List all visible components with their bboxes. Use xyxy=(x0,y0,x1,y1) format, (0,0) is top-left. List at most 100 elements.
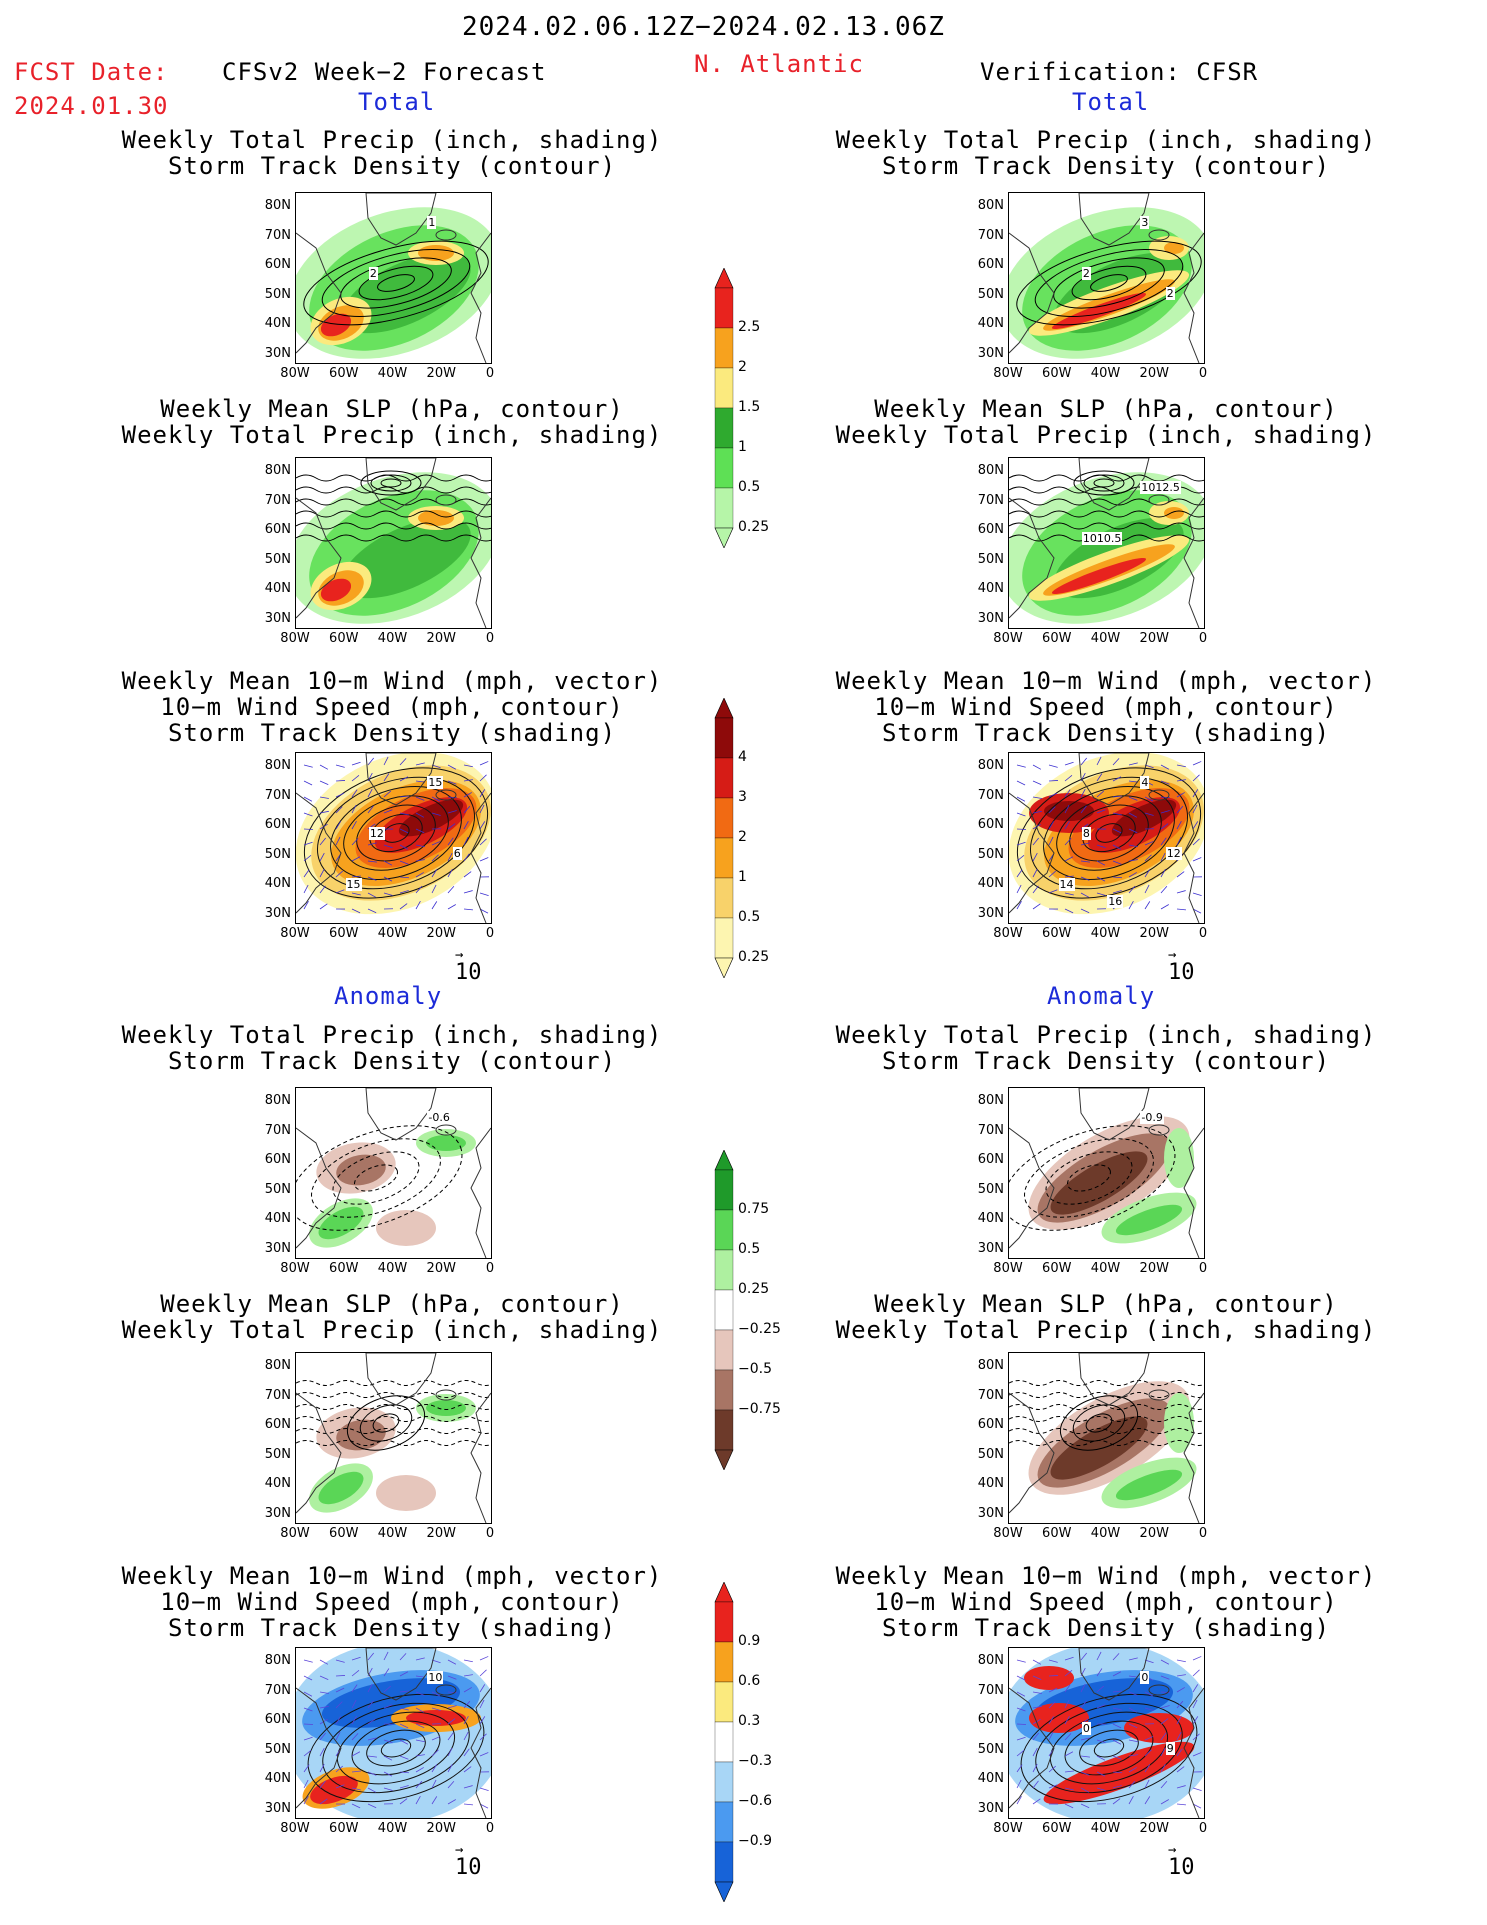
lon-tick-label: 0 xyxy=(1198,366,1208,381)
lon-tick-label: 40W xyxy=(377,631,408,646)
contour-label: 2 xyxy=(1081,266,1091,280)
lon-tick-label: 40W xyxy=(1090,1526,1121,1541)
lon-tick-label: 80W xyxy=(280,926,310,941)
fcst-date-label: FCST Date: xyxy=(14,58,169,86)
colorbar-label: 0.25 xyxy=(738,949,770,965)
lat-tick-label: 50N xyxy=(264,1741,291,1757)
colorbar-segment xyxy=(714,797,734,839)
lat-tick-label: 60N xyxy=(264,817,291,832)
lat-tick-label: 50N xyxy=(977,551,1004,567)
panel-title-line: Weekly Total Precip (inch, shading) xyxy=(835,1316,1377,1344)
lon-tick-label: 0 xyxy=(485,1261,495,1276)
colorbar-segment xyxy=(714,877,734,919)
section-anomaly-left: Anomaly xyxy=(334,982,443,1010)
contour-label: 14 xyxy=(1058,877,1075,891)
lat-tick-label: 30N xyxy=(264,1505,291,1521)
panel-title-line: Weekly Total Precip (inch, shading) xyxy=(835,126,1377,154)
panel-title: Weekly Mean SLP (hPa, contour) Weekly Tot… xyxy=(92,1291,692,1343)
colorbar-segment xyxy=(714,837,734,879)
panel-title-line: Storm Track Density (contour) xyxy=(881,1047,1331,1075)
lat-tick-label: 70N xyxy=(264,1387,291,1403)
lon-tick-label: 60W xyxy=(329,1821,359,1836)
panel-title: Weekly Mean SLP (hPa, contour) Weekly Tot… xyxy=(92,396,692,448)
panel-title-line: Storm Track Density (shading) xyxy=(881,719,1331,747)
lon-tick-label: 40W xyxy=(1090,1261,1121,1276)
colorbar-bottom-tip xyxy=(714,1449,734,1471)
colorbar-label: 0.25 xyxy=(738,519,770,535)
arrow-icon: → xyxy=(455,1842,464,1858)
lon-tick-label: 0 xyxy=(485,1526,495,1541)
colorbar-segment xyxy=(714,917,734,959)
lon-tick-label: 80W xyxy=(280,1821,310,1836)
lat-tick-label: 30N xyxy=(264,905,291,921)
lon-tick-label: 40W xyxy=(377,366,408,381)
colorbar-segment xyxy=(714,717,734,759)
colorbar-label: 0.5 xyxy=(738,1241,761,1257)
colorbar-label: −0.25 xyxy=(738,1321,781,1337)
panel-title: Weekly Mean 10−m Wind (mph, vector) 10−m … xyxy=(92,1563,692,1641)
lat-tick-label: 30N xyxy=(264,610,291,626)
lat-tick-label: 80N xyxy=(977,758,1004,773)
colorbar-segment xyxy=(714,1841,734,1883)
colorbar-segment xyxy=(714,1209,734,1251)
lon-tick-label: 20W xyxy=(1139,1821,1169,1836)
lat-tick-label: 30N xyxy=(264,1240,291,1256)
panel-title-line: Weekly Mean SLP (hPa, contour) xyxy=(874,395,1338,423)
panel-title-line: Weekly Mean SLP (hPa, contour) xyxy=(874,1290,1338,1318)
colorbar-segment xyxy=(714,1289,734,1331)
colorbar-top-tip xyxy=(714,267,734,289)
lon-tick-label: 20W xyxy=(1139,926,1169,941)
colorbar-top-tip xyxy=(714,697,734,719)
lon-tick-label: 0 xyxy=(485,366,495,381)
colorbar-label: −0.75 xyxy=(738,1401,781,1417)
panel-title: Weekly Total Precip (inch, shading) Storm… xyxy=(806,127,1406,179)
contour-label: 16 xyxy=(1107,894,1124,908)
colorbar-segment xyxy=(714,1681,734,1723)
colorbar-segment xyxy=(714,487,734,529)
lat-tick-label: 30N xyxy=(264,1800,291,1816)
contour-label: 15 xyxy=(345,877,362,891)
colorbar-label: 0.5 xyxy=(738,909,761,925)
verification-map-precip-total xyxy=(1008,192,1205,364)
contour-label: -0.6 xyxy=(427,1110,451,1124)
lon-tick-label: 40W xyxy=(1090,366,1121,381)
lat-tick-label: 70N xyxy=(977,787,1004,803)
forecast-map-slp-anom xyxy=(295,1352,492,1524)
lat-tick-label: 40N xyxy=(977,581,1004,596)
contour-label: 3 xyxy=(1140,215,1150,229)
colorbar-top-tip xyxy=(714,1581,734,1603)
lat-tick-label: 40N xyxy=(264,316,291,331)
panel-title: Weekly Mean 10−m Wind (mph, vector) 10−m … xyxy=(92,668,692,746)
lon-tick-label: 20W xyxy=(426,1261,456,1276)
contour-label: 1012.5 xyxy=(1140,480,1181,494)
lat-tick-label: 80N xyxy=(264,1358,291,1373)
lon-tick-label: 40W xyxy=(377,1261,408,1276)
colorbar-segment xyxy=(714,1721,734,1763)
colorbar-segment xyxy=(714,287,734,329)
panel-title-line: Storm Track Density (contour) xyxy=(881,152,1331,180)
lat-tick-label: 40N xyxy=(977,1476,1004,1491)
lon-tick-label: 20W xyxy=(1139,1261,1169,1276)
lat-tick-label: 60N xyxy=(264,1417,291,1432)
lat-tick-label: 40N xyxy=(977,316,1004,331)
reference-vector: → 10 xyxy=(1168,1843,1195,1880)
lon-tick-label: 40W xyxy=(377,1526,408,1541)
lat-tick-label: 40N xyxy=(264,1476,291,1491)
verification-map-wind-total xyxy=(1008,752,1205,924)
panel-title-line: 10−m Wind Speed (mph, contour) xyxy=(874,693,1338,721)
colorbar-segment xyxy=(714,1641,734,1683)
lat-tick-label: 40N xyxy=(977,876,1004,891)
panel-title-line: Weekly Mean SLP (hPa, contour) xyxy=(160,1290,624,1318)
reference-vector-label: 10 xyxy=(455,1855,482,1880)
lat-tick-label: 80N xyxy=(264,1093,291,1108)
colorbar-segment xyxy=(714,327,734,369)
lon-tick-label: 40W xyxy=(377,1821,408,1836)
lon-tick-label: 40W xyxy=(1090,1821,1121,1836)
reference-vector: → 10 xyxy=(455,948,482,985)
colorbar-precip-anom xyxy=(714,1149,734,1474)
colorbar-label: −0.5 xyxy=(738,1361,772,1377)
lat-tick-label: 80N xyxy=(264,198,291,213)
lat-tick-label: 50N xyxy=(264,551,291,567)
verification-map-slp-total xyxy=(1008,457,1205,629)
contour-label: 8 xyxy=(1081,826,1091,840)
